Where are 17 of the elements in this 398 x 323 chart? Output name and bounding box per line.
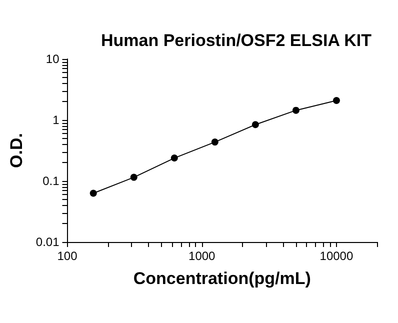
- x-tick-label: 1000: [188, 249, 216, 263]
- y-axis-title: O.D.: [7, 133, 26, 168]
- point: [90, 190, 97, 197]
- chart-title: Human Periostin/OSF2 ELSIA KIT: [101, 31, 372, 50]
- y-tick-label: 10: [46, 52, 60, 66]
- point: [170, 154, 178, 162]
- y-tick-label: 0.01: [36, 235, 60, 249]
- y-tick-label: 1: [52, 113, 60, 127]
- x-tick-label: 100: [57, 249, 78, 263]
- x-axis-title: Concentration(pg/mL): [133, 269, 311, 288]
- point: [252, 121, 259, 128]
- point: [211, 138, 218, 146]
- x-tick-label: 10000: [320, 249, 354, 263]
- point: [292, 106, 300, 114]
- point: [332, 96, 340, 104]
- y-tick-label: 0.1: [42, 174, 60, 188]
- point: [130, 174, 138, 181]
